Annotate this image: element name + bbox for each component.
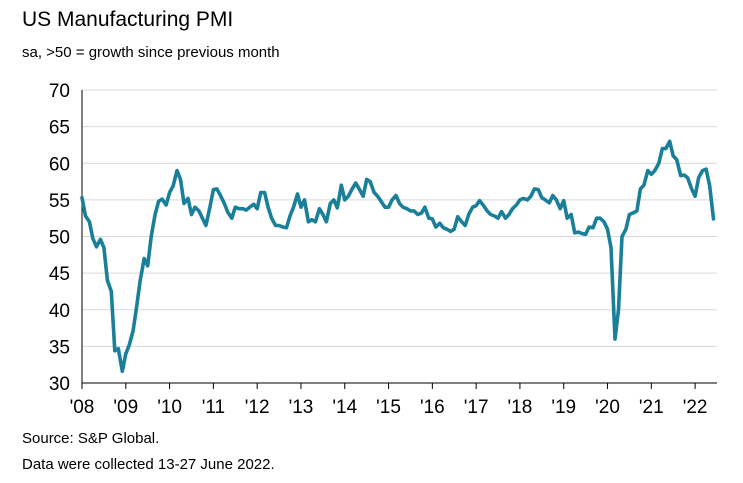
y-tick-label: 35 — [49, 337, 70, 358]
chart-subtitle: sa, >50 = growth since previous month — [22, 44, 280, 61]
y-tick-label: 70 — [49, 81, 70, 102]
y-tick-label: 30 — [49, 374, 70, 395]
x-tick-label: '17 — [464, 397, 489, 418]
x-tick-label: '14 — [332, 397, 357, 418]
y-tick-label: 65 — [49, 118, 70, 139]
x-tick-label: '08 — [70, 397, 95, 418]
x-tick-label: '09 — [113, 397, 138, 418]
x-axis-tick-labels: '08 '09 '10 '11 '12 '13 '14 '15 '16 '17 '18 '19 '20 '… — [70, 397, 708, 418]
chart-title: US Manufacturing PMI — [22, 8, 234, 31]
x-tick-label: '13 — [289, 397, 314, 418]
x-tick-label: '20 — [595, 397, 620, 418]
x-tick-label: '16 — [420, 397, 445, 418]
x-tick-label: '10 — [157, 397, 182, 418]
y-tick-label: 40 — [49, 301, 70, 322]
x-tick-label: '18 — [508, 397, 533, 418]
y-axis-tick-labels: 30 35 40 45 50 55 60 65 70 — [49, 81, 70, 395]
x-tick-label: '21 — [639, 397, 664, 418]
x-tick-label: '19 — [551, 397, 576, 418]
x-tick-label: '11 — [202, 397, 225, 418]
source-note: Source: S&P Global. — [22, 430, 160, 447]
y-tick-label: 60 — [49, 154, 70, 175]
series-line-pmi — [80, 139, 716, 374]
x-axis-tick-marks — [81, 383, 696, 389]
x-tick-label: '12 — [245, 397, 270, 418]
x-tick-label: '22 — [683, 397, 708, 418]
y-tick-label: 50 — [49, 228, 70, 249]
collection-note: Data were collected 13-27 June 2022. — [22, 456, 275, 473]
y-tick-label: 55 — [49, 191, 70, 212]
x-tick-label: '15 — [376, 397, 401, 418]
gridlines — [82, 89, 717, 347]
y-tick-label: 45 — [49, 264, 70, 285]
